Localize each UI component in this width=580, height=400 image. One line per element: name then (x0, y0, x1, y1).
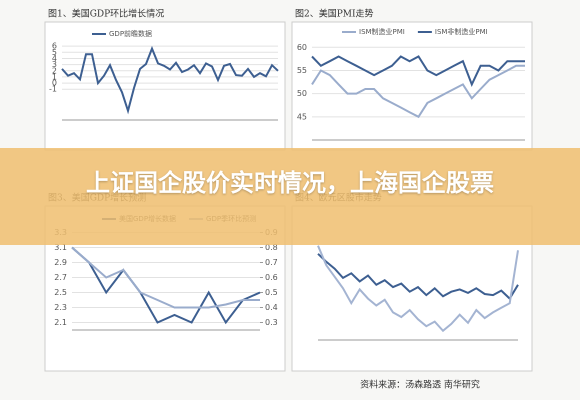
legend-label: ISM制造业PMI (359, 27, 405, 36)
line-series (61, 45, 279, 115)
line-series (317, 253, 519, 301)
y-tick-label: 2.3 (54, 303, 67, 312)
y-tick-label: 2.1 (54, 318, 67, 327)
y2-tick-label: 0.7 (265, 258, 278, 267)
source: 资料来源：汤森路透 南华研究 (360, 379, 480, 391)
y-tick-label: 4 (52, 54, 57, 63)
line-series (71, 246, 260, 309)
chart-title: 图1、美国GDP环比增长情况 (48, 8, 164, 20)
y2-tick-label: 0.3 (265, 318, 278, 327)
y-tick-label: 0 (52, 79, 57, 88)
line-series (311, 55, 525, 87)
line-series (317, 245, 519, 333)
line-series (71, 246, 261, 325)
chart-title: 图2、美国PMI走势 (295, 8, 374, 20)
y2-tick-label: 0.5 (265, 288, 278, 297)
line-series (311, 64, 525, 119)
y-tick-label: 2.5 (54, 288, 67, 297)
panel (291, 21, 533, 151)
y-tick-label: 1 (52, 72, 57, 81)
y-tick-label: 2.7 (54, 273, 67, 282)
y-tick-label: 55 (297, 66, 307, 75)
legend-label: GDP前瞻数据 (109, 29, 152, 38)
y-tick-label: 2.9 (54, 258, 67, 267)
y2-tick-label: 0.4 (265, 303, 278, 312)
panel (44, 21, 286, 151)
y-tick-label: 3.1 (54, 243, 67, 252)
y-tick-label: -1 (49, 85, 57, 94)
y-tick-label: 3 (52, 60, 57, 69)
y-tick-label: 45 (297, 112, 307, 121)
legend-label: ISM非制造业PMI (435, 27, 488, 36)
banner-title: 上证国企股价实时情况，上海国企股票 (86, 169, 494, 197)
y-tick-label: 60 (297, 43, 307, 52)
y-tick-label: 6 (52, 42, 57, 51)
y-tick-label: 5 (52, 48, 57, 57)
y-tick-label: 2 (52, 66, 57, 75)
banner: 上证国企股价实时情况，上海国企股票 (0, 148, 580, 245)
y2-tick-label: 0.6 (265, 273, 278, 282)
y2-tick-label: 0.8 (265, 243, 278, 252)
y-tick-label: 50 (297, 89, 307, 98)
